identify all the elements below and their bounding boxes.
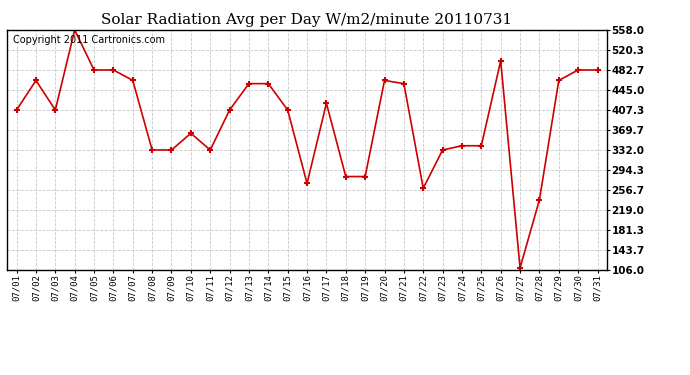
Title: Solar Radiation Avg per Day W/m2/minute 20110731: Solar Radiation Avg per Day W/m2/minute … <box>101 13 513 27</box>
Text: Copyright 2011 Cartronics.com: Copyright 2011 Cartronics.com <box>13 35 165 45</box>
